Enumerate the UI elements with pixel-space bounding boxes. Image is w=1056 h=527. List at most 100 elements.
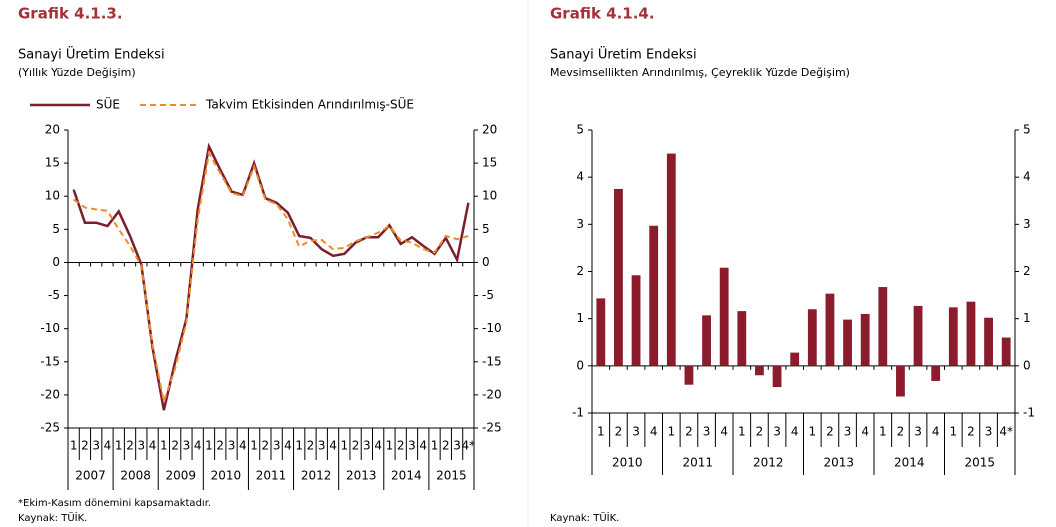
y-tick-label: 1 <box>576 311 584 325</box>
year-label: 2011 <box>256 469 287 483</box>
x-tick-label: 2 <box>216 439 224 453</box>
y2-tick-label: 3 <box>1023 217 1031 231</box>
y2-tick-label: 5 <box>482 222 490 236</box>
y2-tick-label: 4 <box>1023 170 1031 184</box>
bar <box>772 365 782 388</box>
x-tick-label: 4* <box>999 425 1013 439</box>
y-tick-label: 20 <box>45 123 60 137</box>
y2-tick-label: -1 <box>1023 406 1035 420</box>
x-tick-label: 2 <box>397 439 405 453</box>
bar <box>984 317 993 366</box>
x-tick-label: 2 <box>81 439 89 453</box>
y2-tick-label: 2 <box>1023 264 1031 278</box>
y2-tick-label: 5 <box>1023 123 1031 137</box>
x-tick-label: 1 <box>949 425 957 439</box>
x-tick-label: 3 <box>318 439 326 453</box>
x-tick-label: 2 <box>262 439 270 453</box>
subtitle: Sanayi Üretim Endeksi <box>18 46 165 63</box>
x-tick-label: 3 <box>408 439 416 453</box>
x-tick-label: 2 <box>685 425 693 439</box>
bar <box>843 319 852 366</box>
year-label: 2015 <box>436 469 467 483</box>
year-label: 2015 <box>964 456 995 470</box>
bar <box>878 287 888 366</box>
y2-tick-label: -15 <box>482 354 502 368</box>
y2-tick-label: 20 <box>482 123 497 137</box>
year-label: 2007 <box>75 469 106 483</box>
x-tick-label: 3 <box>985 425 993 439</box>
y-tick-label: -20 <box>40 387 60 401</box>
x-tick-label: 1 <box>340 439 348 453</box>
y2-tick-label: 10 <box>482 189 497 203</box>
bar <box>684 365 694 385</box>
x-tick-label: 3 <box>703 425 711 439</box>
x-tick-label: 4 <box>104 439 112 453</box>
legend-label: Takvim Etkisinden Arındırılmış-SÜE <box>205 96 414 112</box>
chart-title: Grafik 4.1.4. <box>550 5 655 23</box>
bar <box>966 301 976 366</box>
y2-tick-label: -10 <box>482 321 502 335</box>
bar <box>825 293 835 366</box>
y2-tick-label: 0 <box>1023 358 1031 372</box>
x-tick-label: 4 <box>194 439 202 453</box>
subtitle-detail: (Yıllık Yüzde Değişim) <box>18 66 136 79</box>
year-label: 2009 <box>166 469 197 483</box>
source: Kaynak: TÜİK. <box>18 511 87 524</box>
bar <box>666 153 676 366</box>
x-tick-label: 4 <box>791 425 799 439</box>
year-label: 2014 <box>391 469 422 483</box>
x-tick-label: 1 <box>205 439 213 453</box>
y-tick-label: -10 <box>40 321 60 335</box>
year-label: 2012 <box>301 469 332 483</box>
bar <box>737 311 747 366</box>
chart-title: Grafik 4.1.3. <box>18 5 123 23</box>
y-tick-label: -15 <box>40 354 60 368</box>
x-tick-label: 4 <box>720 425 728 439</box>
y2-tick-label: 15 <box>482 156 497 170</box>
x-tick-label: 4 <box>932 425 940 439</box>
x-tick-label: 3 <box>363 439 371 453</box>
x-tick-label: 3 <box>137 439 145 453</box>
x-tick-label: 4 <box>284 439 292 453</box>
bar <box>755 365 764 376</box>
bar <box>649 225 659 366</box>
y2-tick-label: -25 <box>482 421 502 435</box>
x-tick-label: 4 <box>374 439 382 453</box>
year-label: 2010 <box>211 469 242 483</box>
subtitle-detail: Mevsimsellikten Arındırılmış, Çeyreklik … <box>550 66 850 79</box>
y-tick-label: 2 <box>576 264 584 278</box>
x-tick-label: 3 <box>183 439 191 453</box>
y-tick-label: -5 <box>48 288 60 302</box>
x-tick-label: 2 <box>897 425 905 439</box>
y-tick-label: 4 <box>576 170 584 184</box>
bar <box>913 305 923 366</box>
bar <box>631 275 641 366</box>
note: *Ekim-Kasım dönemini kapsamaktadır. <box>18 498 211 509</box>
x-tick-label: 1 <box>431 439 439 453</box>
y-tick-label: -25 <box>40 421 60 435</box>
year-label: 2013 <box>823 456 854 470</box>
series-line <box>73 150 469 406</box>
bar <box>614 188 623 366</box>
x-tick-label: 4 <box>861 425 869 439</box>
x-tick-label: 3 <box>228 439 236 453</box>
x-tick-label: 2 <box>826 425 834 439</box>
bar <box>702 315 711 366</box>
x-tick-label: 4 <box>419 439 427 453</box>
bar <box>719 267 729 366</box>
y-tick-label: -1 <box>572 406 584 420</box>
x-tick-label: 1 <box>295 439 303 453</box>
x-tick-label: 1 <box>597 425 605 439</box>
bar <box>931 365 941 381</box>
bar <box>790 352 800 366</box>
year-label: 2010 <box>612 456 643 470</box>
x-tick-label: 3 <box>632 425 640 439</box>
bar <box>860 313 870 366</box>
x-tick-label: 1 <box>738 425 746 439</box>
x-tick-label: 1 <box>667 425 675 439</box>
series-line <box>72 142 470 411</box>
x-tick-label: 3 <box>453 439 461 453</box>
bar <box>1001 337 1011 366</box>
x-tick-label: 1 <box>160 439 168 453</box>
x-tick-label: 4 <box>329 439 337 453</box>
